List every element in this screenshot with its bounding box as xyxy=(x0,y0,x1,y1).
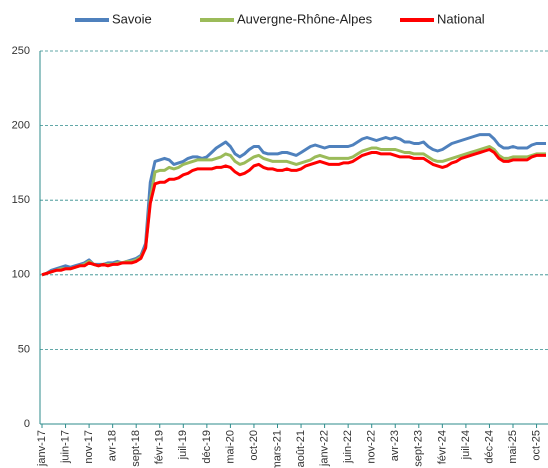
y-tick-label: 50 xyxy=(18,343,30,355)
legend-label: Savoie xyxy=(112,11,152,26)
y-tick-label: 100 xyxy=(12,269,30,281)
x-tick-label: août-21 xyxy=(295,430,307,467)
y-tick-label: 0 xyxy=(24,418,30,430)
x-tick-label: déc-19 xyxy=(201,430,213,464)
x-tick-label: oct-20 xyxy=(248,430,260,461)
legend-label: Auvergne-Rhône-Alpes xyxy=(237,11,373,26)
x-tick-label: févr-24 xyxy=(436,430,448,464)
x-tick-label: juil-19 xyxy=(177,430,189,460)
y-tick-label: 200 xyxy=(12,120,30,132)
x-tick-label: mars-21 xyxy=(271,430,283,468)
x-tick-label: janv-17 xyxy=(36,430,48,467)
x-tick-label: nov-17 xyxy=(83,430,95,464)
x-tick-label: févr-19 xyxy=(154,430,166,464)
x-tick-label: oct-25 xyxy=(530,430,542,461)
x-tick-label: avr-18 xyxy=(107,430,119,461)
series-line xyxy=(41,145,546,277)
x-tick-label: mai-20 xyxy=(224,430,236,464)
x-tick-label: juin-17 xyxy=(59,430,71,464)
x-tick-label: janv-22 xyxy=(319,430,331,467)
x-tick-label: juil-24 xyxy=(460,430,472,460)
x-tick-label: juin-22 xyxy=(342,430,354,464)
x-tick-label: sept-18 xyxy=(130,430,142,467)
y-tick-label: 250 xyxy=(12,45,30,57)
x-tick-label: nov-22 xyxy=(366,430,378,464)
x-tick-label: sept-23 xyxy=(413,430,425,467)
x-tick-label: mai-25 xyxy=(507,430,519,464)
x-tick-label: déc-24 xyxy=(483,430,495,464)
series-line xyxy=(41,148,546,277)
x-tick-label: avr-23 xyxy=(389,430,401,461)
y-tick-label: 150 xyxy=(12,194,30,206)
legend-label: National xyxy=(437,11,485,26)
